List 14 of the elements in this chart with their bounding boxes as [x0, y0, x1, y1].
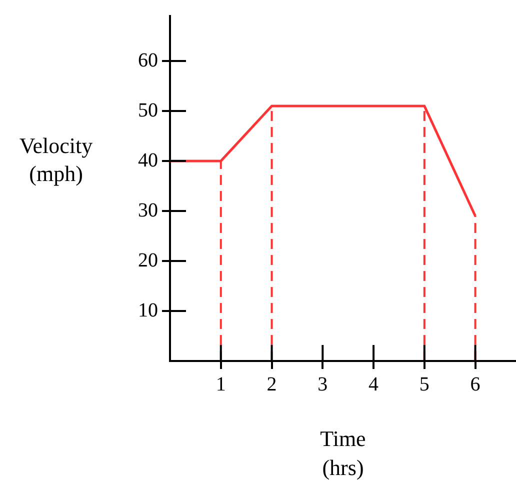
x-tick-label: 5 — [419, 373, 430, 396]
y-tick-label: 50 — [138, 99, 158, 122]
y-axis-title: Velocity (mph) — [19, 132, 93, 186]
y-tick-label: 40 — [138, 149, 158, 172]
x-tick-label: 4 — [368, 373, 379, 396]
y-tick-label: 20 — [138, 249, 158, 272]
y-tick-label: 30 — [138, 199, 158, 222]
x-tick-label: 3 — [318, 373, 328, 396]
y-tick-label: 10 — [138, 299, 158, 322]
x-tick-label: 1 — [216, 373, 226, 396]
x-tick-label: 6 — [470, 373, 480, 396]
y-tick-label: 60 — [138, 49, 158, 72]
x-tick-label: 2 — [266, 373, 277, 396]
x-axis-title: Time (hrs) — [320, 426, 366, 480]
